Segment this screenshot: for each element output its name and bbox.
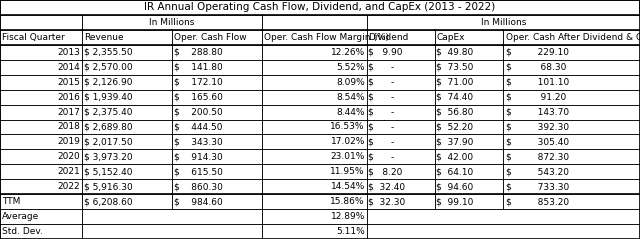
Text: Dividend: Dividend [369, 33, 409, 42]
Text: 5.11%: 5.11% [336, 227, 365, 236]
Text: 12.26%: 12.26% [331, 48, 365, 57]
Text: 2022: 2022 [58, 182, 81, 191]
Text: $      -: $ - [369, 78, 395, 87]
Text: 17.02%: 17.02% [330, 137, 365, 147]
Text: $  74.40: $ 74.40 [436, 92, 474, 102]
Text: $    172.10: $ 172.10 [174, 78, 223, 87]
Text: IR Annual Operating Cash Flow, Dividend, and CapEx (2013 - 2022): IR Annual Operating Cash Flow, Dividend,… [145, 2, 495, 12]
Text: $      -: $ - [369, 92, 395, 102]
Text: 5.52%: 5.52% [336, 63, 365, 72]
Text: 8.44%: 8.44% [337, 108, 365, 117]
Text: $ 2,355.50: $ 2,355.50 [84, 48, 132, 57]
Text: Fiscal Quarter: Fiscal Quarter [2, 33, 65, 42]
Text: $         305.40: $ 305.40 [506, 137, 569, 147]
Text: $    141.80: $ 141.80 [174, 63, 223, 72]
Text: $      -: $ - [369, 152, 395, 161]
Text: $   9.90: $ 9.90 [369, 48, 403, 57]
Text: 15.86%: 15.86% [330, 197, 365, 206]
Text: $         229.10: $ 229.10 [506, 48, 569, 57]
Text: $          68.30: $ 68.30 [506, 63, 566, 72]
Text: $ 3,973.20: $ 3,973.20 [84, 152, 132, 161]
Text: $ 2,375.40: $ 2,375.40 [84, 108, 132, 117]
Text: $  52.20: $ 52.20 [436, 122, 474, 131]
Text: $ 2,689.80: $ 2,689.80 [84, 122, 132, 131]
Text: $          91.20: $ 91.20 [506, 92, 566, 102]
Text: $ 2,126.90: $ 2,126.90 [84, 78, 132, 87]
Text: $         733.30: $ 733.30 [506, 182, 569, 191]
Text: $    343.30: $ 343.30 [174, 137, 223, 147]
Text: 8.54%: 8.54% [336, 92, 365, 102]
Text: 2018: 2018 [58, 122, 81, 131]
Text: $         543.20: $ 543.20 [506, 167, 569, 176]
Text: TTM: TTM [2, 197, 20, 206]
Text: In Millions: In Millions [481, 18, 526, 27]
Text: $    914.30: $ 914.30 [174, 152, 223, 161]
Text: $         101.10: $ 101.10 [506, 78, 569, 87]
Text: $ 6,208.60: $ 6,208.60 [84, 197, 132, 206]
Text: $         853.20: $ 853.20 [506, 197, 569, 206]
Text: $    165.60: $ 165.60 [174, 92, 223, 102]
Text: $    444.50: $ 444.50 [174, 122, 222, 131]
Text: $ 5,152.40: $ 5,152.40 [84, 167, 132, 176]
Text: $  64.10: $ 64.10 [436, 167, 474, 176]
Text: 2017: 2017 [58, 108, 81, 117]
Text: CapEx: CapEx [436, 33, 465, 42]
Text: $  94.60: $ 94.60 [436, 182, 474, 191]
Text: $         872.30: $ 872.30 [506, 152, 569, 161]
Text: $   8.20: $ 8.20 [369, 167, 403, 176]
Text: $  42.00: $ 42.00 [436, 152, 474, 161]
Text: 2015: 2015 [58, 78, 81, 87]
Text: Oper. Cash Flow: Oper. Cash Flow [174, 33, 246, 42]
Text: 8.09%: 8.09% [336, 78, 365, 87]
Text: $         392.30: $ 392.30 [506, 122, 569, 131]
Text: $ 2,570.00: $ 2,570.00 [84, 63, 132, 72]
Text: $      -: $ - [369, 137, 395, 147]
Text: $    200.50: $ 200.50 [174, 108, 223, 117]
Text: $ 1,939.40: $ 1,939.40 [84, 92, 132, 102]
Text: 2016: 2016 [58, 92, 81, 102]
Text: Oper. Cash After Dividend & CapEx: Oper. Cash After Dividend & CapEx [506, 33, 640, 42]
Text: $  99.10: $ 99.10 [436, 197, 474, 206]
Text: Revenue: Revenue [84, 33, 124, 42]
Text: 2020: 2020 [58, 152, 81, 161]
Text: 16.53%: 16.53% [330, 122, 365, 131]
Text: 14.54%: 14.54% [331, 182, 365, 191]
Text: $  37.90: $ 37.90 [436, 137, 474, 147]
Text: $  32.40: $ 32.40 [369, 182, 406, 191]
Text: $    860.30: $ 860.30 [174, 182, 223, 191]
Text: $  71.00: $ 71.00 [436, 78, 474, 87]
Text: 12.89%: 12.89% [330, 212, 365, 221]
Text: $    288.80: $ 288.80 [174, 48, 223, 57]
Text: $  56.80: $ 56.80 [436, 108, 474, 117]
Text: Average: Average [2, 212, 39, 221]
Text: $      -: $ - [369, 108, 395, 117]
Text: $  32.30: $ 32.30 [369, 197, 406, 206]
Text: 11.95%: 11.95% [330, 167, 365, 176]
Text: $      -: $ - [369, 63, 395, 72]
Text: In Millions: In Millions [149, 18, 195, 27]
Text: 23.01%: 23.01% [330, 152, 365, 161]
Text: $ 2,017.50: $ 2,017.50 [84, 137, 132, 147]
Text: $  49.80: $ 49.80 [436, 48, 474, 57]
Text: $ 5,916.30: $ 5,916.30 [84, 182, 132, 191]
Text: 2014: 2014 [58, 63, 81, 72]
Text: $      -: $ - [369, 122, 395, 131]
Text: $  73.50: $ 73.50 [436, 63, 474, 72]
Text: Oper. Cash Flow Margin (%): Oper. Cash Flow Margin (%) [264, 33, 389, 42]
Text: $    615.50: $ 615.50 [174, 167, 223, 176]
Text: Std. Dev.: Std. Dev. [2, 227, 42, 236]
Text: 2021: 2021 [58, 167, 81, 176]
Text: 2013: 2013 [58, 48, 81, 57]
Text: 2019: 2019 [58, 137, 81, 147]
Text: $    984.60: $ 984.60 [174, 197, 223, 206]
Text: $         143.70: $ 143.70 [506, 108, 569, 117]
